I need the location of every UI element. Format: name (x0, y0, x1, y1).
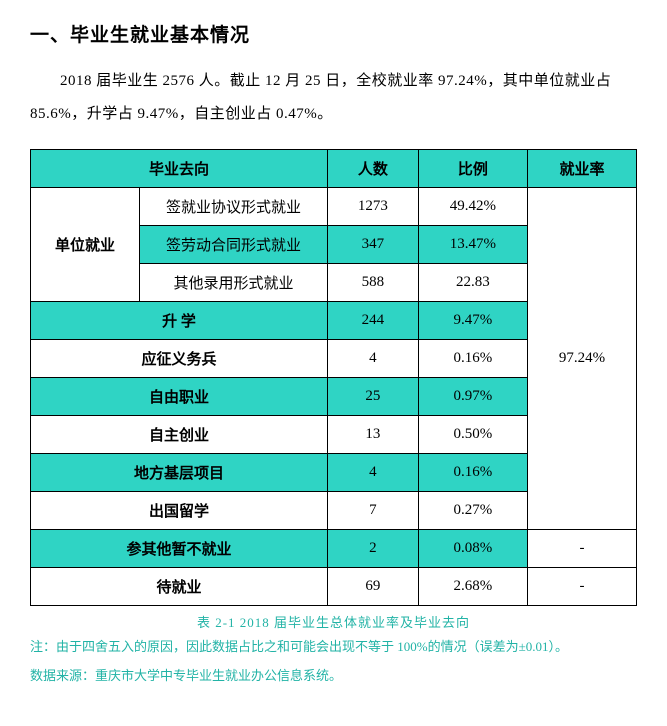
cell-ratio: 0.16% (418, 454, 527, 492)
cell-count: 347 (327, 226, 418, 264)
cell-ratio: 49.42% (418, 188, 527, 226)
footnote-1: 注：由于四舍五入的原因，因此数据占比之和可能会出现不等于 100%的情况（误差为… (30, 635, 637, 660)
cell-count: 1273 (327, 188, 418, 226)
cell-label: 参其他暂不就业 (31, 530, 328, 568)
cell-label: 其他录用形式就业 (140, 264, 328, 302)
cell-count: 13 (327, 416, 418, 454)
cell-count: 7 (327, 492, 418, 530)
cell-label: 升 学 (31, 302, 328, 340)
table-row: 单位就业 签就业协议形式就业 1273 49.42% 97.24% (31, 188, 637, 226)
cell-label: 自主创业 (31, 416, 328, 454)
table-row: 待就业 69 2.68% - (31, 568, 637, 606)
cell-ratio: 0.16% (418, 340, 527, 378)
group-label: 单位就业 (31, 188, 140, 302)
cell-label: 应征义务兵 (31, 340, 328, 378)
cell-rate: - (527, 568, 636, 606)
footnote-2: 数据来源：重庆市大学中专毕业生就业办公信息系统。 (30, 664, 637, 689)
employment-table: 毕业去向 人数 比例 就业率 单位就业 签就业协议形式就业 1273 49.42… (30, 149, 637, 606)
cell-label: 出国留学 (31, 492, 328, 530)
cell-overall-rate: 97.24% (527, 188, 636, 530)
cell-count: 69 (327, 568, 418, 606)
cell-ratio: 22.83 (418, 264, 527, 302)
table-row: 参其他暂不就业 2 0.08% - (31, 530, 637, 568)
cell-label: 签就业协议形式就业 (140, 188, 328, 226)
cell-count: 244 (327, 302, 418, 340)
section-heading: 一、毕业生就业基本情况 (30, 20, 637, 47)
cell-count: 4 (327, 454, 418, 492)
col-destination: 毕业去向 (31, 150, 328, 188)
col-rate: 就业率 (527, 150, 636, 188)
cell-rate: - (527, 530, 636, 568)
cell-ratio: 0.97% (418, 378, 527, 416)
cell-label: 待就业 (31, 568, 328, 606)
col-count: 人数 (327, 150, 418, 188)
cell-count: 2 (327, 530, 418, 568)
table-header-row: 毕业去向 人数 比例 就业率 (31, 150, 637, 188)
cell-ratio: 0.08% (418, 530, 527, 568)
cell-ratio: 0.27% (418, 492, 527, 530)
cell-ratio: 13.47% (418, 226, 527, 264)
cell-count: 25 (327, 378, 418, 416)
cell-count: 4 (327, 340, 418, 378)
cell-count: 588 (327, 264, 418, 302)
cell-ratio: 0.50% (418, 416, 527, 454)
cell-ratio: 2.68% (418, 568, 527, 606)
cell-label: 自由职业 (31, 378, 328, 416)
table-caption: 表 2-1 2018 届毕业生总体就业率及毕业去向 (30, 612, 637, 631)
cell-label: 地方基层项目 (31, 454, 328, 492)
col-ratio: 比例 (418, 150, 527, 188)
cell-ratio: 9.47% (418, 302, 527, 340)
cell-label: 签劳动合同形式就业 (140, 226, 328, 264)
intro-paragraph: 2018 届毕业生 2576 人。截止 12 月 25 日，全校就业率 97.2… (30, 65, 637, 131)
